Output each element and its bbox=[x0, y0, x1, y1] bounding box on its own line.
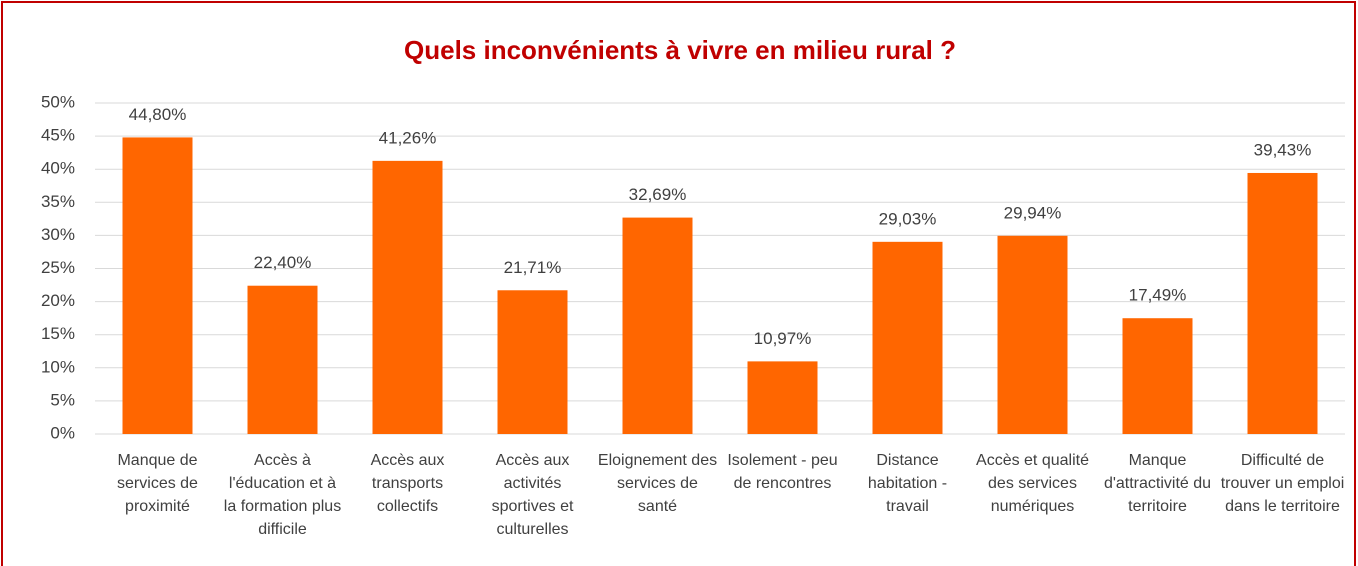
bar bbox=[497, 290, 568, 434]
bar bbox=[122, 137, 193, 434]
y-tick-label: 25% bbox=[41, 258, 75, 277]
y-tick-label: 50% bbox=[41, 92, 75, 111]
bar bbox=[372, 160, 443, 434]
x-tick-label: Accès aux transports collectifs bbox=[370, 452, 445, 515]
y-tick-label: 40% bbox=[41, 159, 75, 178]
x-tick-label: Isolement - peu de rencontres bbox=[727, 452, 838, 492]
y-tick-label: 30% bbox=[41, 225, 75, 244]
y-tick-label: 45% bbox=[41, 126, 75, 145]
value-label: 22,40% bbox=[254, 253, 312, 272]
chart-title: Quels inconvénients à vivre en milieu ru… bbox=[404, 35, 956, 65]
bar bbox=[1247, 172, 1318, 435]
x-tick-label: Distance habitation - travail bbox=[867, 452, 948, 515]
bar bbox=[872, 241, 943, 434]
x-tick-label: Accès à l'éducation et à la formation pl… bbox=[223, 452, 342, 538]
value-label: 41,26% bbox=[379, 128, 437, 147]
value-label: 32,69% bbox=[629, 185, 687, 204]
y-tick-label: 0% bbox=[50, 423, 75, 442]
y-tick-label: 10% bbox=[41, 357, 75, 376]
bar bbox=[1122, 318, 1193, 434]
x-tick-label: Difficulté de trouver un emploi dans le … bbox=[1220, 452, 1345, 515]
value-label: 29,94% bbox=[1004, 203, 1062, 222]
y-tick-label: 5% bbox=[50, 390, 75, 409]
x-tick-label: Accès aux activités sportives et culture… bbox=[491, 452, 574, 538]
value-label: 44,80% bbox=[129, 105, 187, 124]
bar bbox=[747, 361, 818, 434]
y-tick-label: 20% bbox=[41, 291, 75, 310]
x-tick-label: Accès et qualité des services numériques bbox=[976, 452, 1089, 515]
value-label: 29,03% bbox=[879, 209, 937, 228]
y-tick-label: 35% bbox=[41, 192, 75, 211]
bar bbox=[997, 235, 1068, 434]
x-tick-label: Eloignement des services de santé bbox=[597, 452, 718, 515]
bar bbox=[247, 285, 318, 434]
value-label: 39,43% bbox=[1254, 140, 1312, 159]
value-label: 21,71% bbox=[504, 258, 562, 277]
x-tick-label: Manque d'attractivité du territoire bbox=[1103, 452, 1212, 515]
value-label: 17,49% bbox=[1129, 286, 1187, 305]
x-tick-label: Manque de services de proximité bbox=[117, 452, 198, 515]
y-tick-label: 15% bbox=[41, 324, 75, 343]
value-label: 10,97% bbox=[754, 329, 812, 348]
bar bbox=[622, 217, 693, 434]
